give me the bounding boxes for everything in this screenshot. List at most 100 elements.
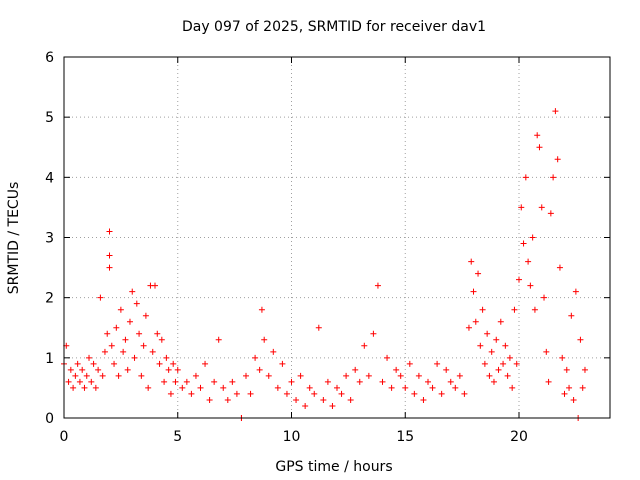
data-point (154, 330, 161, 337)
data-point (90, 360, 97, 367)
data-point (142, 312, 149, 319)
data-point (527, 282, 534, 289)
data-point (165, 366, 172, 373)
data-point (529, 234, 536, 241)
data-point (552, 108, 559, 115)
data-point (547, 210, 554, 217)
data-point (120, 348, 127, 355)
data-point (279, 360, 286, 367)
data-point (88, 378, 95, 385)
data-point (117, 306, 124, 313)
data-point (415, 372, 422, 379)
x-tick-label: 0 (60, 429, 69, 445)
data-point (361, 342, 368, 349)
data-point (577, 336, 584, 343)
data-point (472, 318, 479, 325)
data-point (145, 384, 152, 391)
data-point (475, 270, 482, 277)
data-point (393, 366, 400, 373)
data-point (158, 336, 165, 343)
data-point (324, 378, 331, 385)
data-point (67, 366, 74, 373)
data-point (206, 396, 213, 403)
data-point (468, 258, 475, 265)
data-point (70, 384, 77, 391)
data-point (470, 288, 477, 295)
data-point (211, 378, 218, 385)
y-tick-label: 5 (45, 110, 54, 126)
data-point (104, 330, 111, 337)
data-point (541, 294, 548, 301)
data-point (81, 384, 88, 391)
data-point (97, 294, 104, 301)
data-point (334, 384, 340, 391)
data-point (554, 156, 561, 163)
data-point (293, 396, 300, 403)
data-point (172, 378, 179, 385)
data-point (270, 348, 277, 355)
data-point (192, 372, 199, 379)
data-point (215, 336, 222, 343)
data-point (140, 342, 147, 349)
chart-title: Day 097 of 2025, SRMTID for receiver dav… (182, 19, 486, 35)
data-point (559, 354, 566, 361)
data-point (488, 348, 495, 355)
data-point (122, 336, 129, 343)
data-point (315, 324, 322, 331)
y-tick-label: 4 (45, 170, 54, 186)
data-point (111, 360, 118, 367)
data-point (283, 390, 290, 397)
data-point (531, 306, 538, 313)
data-point (479, 306, 486, 313)
data-point (72, 372, 79, 379)
data-point (86, 354, 93, 361)
data-point (108, 342, 115, 349)
data-point (261, 336, 268, 343)
data-point (347, 396, 354, 403)
data-point (179, 384, 186, 391)
data-point (306, 384, 313, 391)
data-point (174, 366, 181, 373)
data-point (149, 348, 156, 355)
data-points (61, 108, 588, 421)
data-point (115, 372, 122, 379)
data-point (374, 282, 381, 289)
data-point (456, 372, 463, 379)
x-tick-label: 5 (173, 429, 182, 445)
data-point (136, 330, 143, 337)
data-point (243, 372, 249, 379)
data-point (163, 354, 170, 361)
data-point (504, 372, 511, 379)
data-point (513, 360, 520, 367)
data-point (556, 264, 563, 271)
data-point (411, 390, 418, 397)
data-point (486, 372, 493, 379)
data-point (465, 324, 472, 331)
data-point (502, 342, 509, 349)
x-tick-label: 10 (283, 429, 301, 445)
data-point (388, 384, 395, 391)
data-point (79, 366, 86, 373)
data-point (106, 264, 113, 271)
y-tick-label: 1 (45, 351, 54, 367)
data-point (484, 330, 491, 337)
data-point (520, 240, 527, 247)
x-tick-label: 20 (510, 429, 528, 445)
tick-labels: 0 1 2 3 4 5 6 0 5 10 15 20 (45, 50, 610, 445)
data-point (452, 384, 459, 391)
data-point (188, 390, 195, 397)
data-point (566, 384, 573, 391)
data-point (443, 366, 450, 373)
y-tick-label: 6 (45, 50, 54, 66)
data-point (420, 396, 427, 403)
y-axis-label: SRMTID / TECUs (6, 182, 22, 295)
data-point (288, 378, 295, 385)
data-point (65, 378, 72, 385)
data-point (509, 384, 516, 391)
data-point (568, 312, 575, 319)
data-point (113, 324, 120, 331)
data-point (167, 390, 174, 397)
data-point (202, 360, 209, 367)
data-point (434, 360, 441, 367)
